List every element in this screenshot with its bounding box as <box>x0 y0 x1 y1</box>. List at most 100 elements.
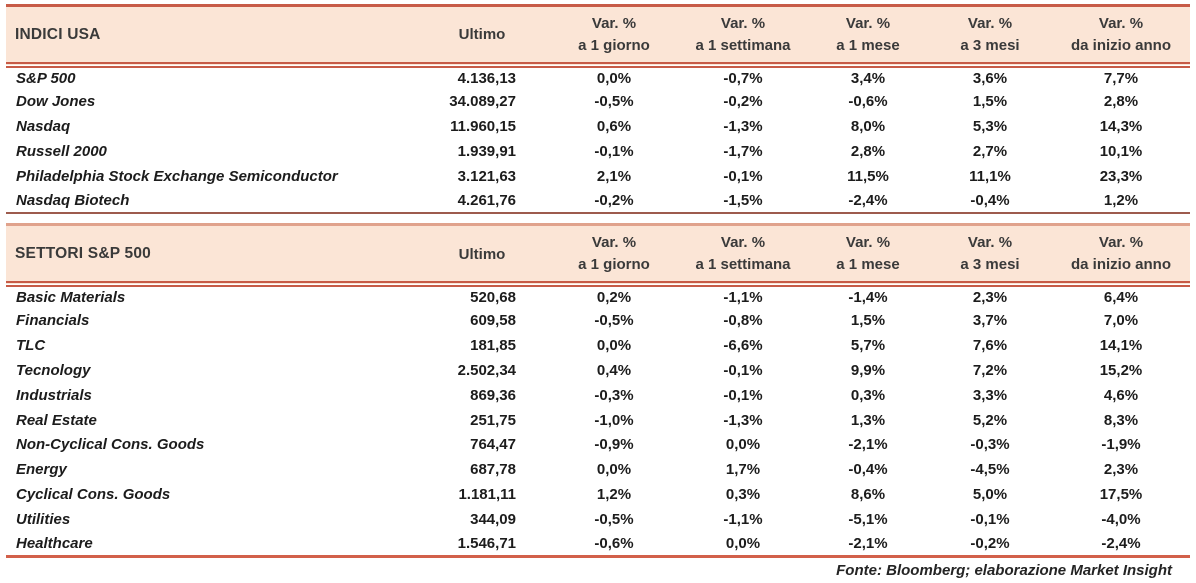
row-ultimo-value: 1.939,91 <box>457 142 516 160</box>
row-var-0: -0,5% <box>594 312 634 330</box>
table-row: Industrials 869,36 -0,3% -0,1% 0,3% 3,3% 4,6% <box>6 383 1190 408</box>
column-header-ultimo: Ultimo <box>414 4 550 68</box>
row-var-2: -2,1% <box>848 436 888 454</box>
var-label: Var. % <box>967 234 1013 252</box>
table-row: Nasdaq 11.960,15 0,6% -1,3% 8,0% 5,3% 14,3% <box>6 114 1190 139</box>
row-name: Energy <box>16 461 67 479</box>
row-var-3: -0,3% <box>970 436 1010 454</box>
row-var-3: 5,3% <box>972 117 1008 135</box>
row-var-1: -0,8% <box>723 312 763 330</box>
table-row: Real Estate 251,75 -1,0% -1,3% 1,3% 5,2% 8,3% <box>6 408 1190 433</box>
row-var-0: -1,0% <box>594 411 634 429</box>
row-var-2: 1,5% <box>850 312 886 330</box>
row-var-3: -4,5% <box>970 461 1010 479</box>
table-row: Financials 609,58 -0,5% -0,8% 1,5% 3,7% 7,0% <box>6 309 1190 334</box>
row-name: Utilities <box>16 510 71 528</box>
row-var-4: 23,3% <box>1099 167 1143 185</box>
row-ultimo-value: 764,47 <box>470 436 516 454</box>
row-name: Nasdaq Biotech <box>16 191 130 209</box>
row-var-0: 2,1% <box>596 167 632 185</box>
row-name: S&P 500 <box>16 69 76 87</box>
table-row: Cyclical Cons. Goods 1.181,11 1,2% 0,3% 8,6%… <box>6 482 1190 507</box>
row-var-1: 0,0% <box>725 534 761 552</box>
row-var-0: 0,4% <box>596 362 632 380</box>
report-table-container: INDICI USA Ultimo Var. % a 1 giorno Var. … <box>6 4 1190 559</box>
var-period: a 3 mesi <box>960 256 1020 274</box>
row-var-0: 0,0% <box>596 337 632 355</box>
row-var-0: 0,0% <box>596 69 632 87</box>
column-header-var-1-mese: Var. % a 1 mese <box>808 4 928 68</box>
row-var-2: 8,0% <box>850 117 886 135</box>
row-var-2: -2,4% <box>848 191 888 209</box>
column-header-var-3-mesi: Var. % a 3 mesi <box>928 224 1052 287</box>
row-ultimo-value: 34.089,27 <box>449 93 516 111</box>
table-row: Basic Materials 520,68 0,2% -1,1% -1,4% 2,3% 6… <box>6 284 1190 309</box>
row-var-1: -1,1% <box>723 510 763 528</box>
settori-sp500-rows: Basic Materials 520,68 0,2% -1,1% -1,4% 2,3% 6… <box>6 284 1190 557</box>
row-name: Healthcare <box>16 534 93 552</box>
row-var-4: -1,9% <box>1101 436 1141 454</box>
row-name: Dow Jones <box>16 93 96 111</box>
row-var-2: 8,6% <box>850 486 886 504</box>
section-header-row: SETTORI S&P 500 Ultimo Var. % a 1 giorno … <box>6 224 1190 287</box>
column-header-var-1-settimana: Var. % a 1 settimana <box>678 4 808 68</box>
table-row: Nasdaq Biotech 4.261,76 -0,2% -1,5% -2,4% -0,… <box>6 188 1190 213</box>
row-var-2: -0,6% <box>848 93 888 111</box>
row-var-2: 9,9% <box>850 362 886 380</box>
row-var-3: 11,1% <box>969 167 1011 185</box>
row-name: Industrials <box>16 386 92 404</box>
var-label: Var. % <box>967 15 1013 32</box>
row-var-4: 14,1% <box>1099 337 1143 355</box>
column-header-var-inizio-anno: Var. % da inizio anno <box>1052 224 1190 287</box>
row-var-4: 4,6% <box>1103 386 1139 404</box>
row-var-2: -5,1% <box>848 510 888 528</box>
row-var-2: -0,4% <box>848 461 888 479</box>
var-period: a 1 mese <box>836 256 900 274</box>
row-var-1: -1,3% <box>723 411 763 429</box>
column-header-var-1-giorno: Var. % a 1 giorno <box>550 4 678 68</box>
row-name: Real Estate <box>16 411 97 429</box>
row-var-2: 3,4% <box>850 69 886 87</box>
row-ultimo-value: 687,78 <box>470 461 516 479</box>
row-var-0: -0,5% <box>594 93 634 111</box>
row-ultimo-value: 4.136,13 <box>457 69 516 87</box>
column-header-var-1-settimana: Var. % a 1 settimana <box>678 224 808 287</box>
var-period: a 1 giorno <box>578 256 650 274</box>
var-period: da inizio anno <box>1071 36 1171 54</box>
column-header-var-1-giorno: Var. % a 1 giorno <box>550 224 678 287</box>
row-name: Basic Materials <box>16 289 126 307</box>
row-var-3: 7,6% <box>972 337 1008 355</box>
row-var-3: -0,2% <box>970 534 1010 552</box>
row-var-4: -4,0% <box>1101 510 1141 528</box>
row-var-4: 1,2% <box>1103 191 1139 209</box>
table-row: S&P 500 4.136,13 0,0% -0,7% 3,4% 3,6% 7,7% <box>6 65 1190 90</box>
table-row: Philadelphia Stock Exchange Semiconducto… <box>6 164 1190 189</box>
row-var-0: 0,6% <box>596 117 632 135</box>
row-var-4: 14,3% <box>1099 117 1143 135</box>
row-var-1: 1,7% <box>725 461 761 479</box>
row-var-1: 0,0% <box>725 436 761 454</box>
row-var-1: -1,3% <box>723 117 763 135</box>
row-var-1: -0,1% <box>723 386 763 404</box>
var-label: Var. % <box>591 15 637 32</box>
var-label: Var. % <box>720 234 766 252</box>
row-var-3: -0,4% <box>970 191 1010 209</box>
row-var-3: 7,2% <box>972 362 1008 380</box>
row-name: Philadelphia Stock Exchange Semiconducto… <box>16 167 338 185</box>
row-var-3: 3,6% <box>972 69 1008 87</box>
row-var-3: 5,2% <box>972 411 1008 429</box>
row-name: Tecnology <box>16 362 91 380</box>
row-var-4: 6,4% <box>1103 289 1139 307</box>
row-var-0: 0,2% <box>596 289 632 307</box>
row-ultimo-value: 11.960,15 <box>450 117 516 135</box>
row-name: Nasdaq <box>16 117 71 135</box>
var-period: a 1 settimana <box>695 36 791 54</box>
row-var-0: -0,9% <box>594 436 634 454</box>
var-period: a 1 giorno <box>578 36 650 54</box>
table-row: Energy 687,78 0,0% 1,7% -0,4% -4,5% 2,3% <box>6 457 1190 482</box>
row-var-4: 17,5% <box>1099 486 1143 504</box>
row-var-3: 2,3% <box>972 289 1008 307</box>
row-var-1: -1,7% <box>723 142 763 160</box>
row-var-0: -0,2% <box>594 191 634 209</box>
row-ultimo-value: 4.261,76 <box>457 191 516 209</box>
